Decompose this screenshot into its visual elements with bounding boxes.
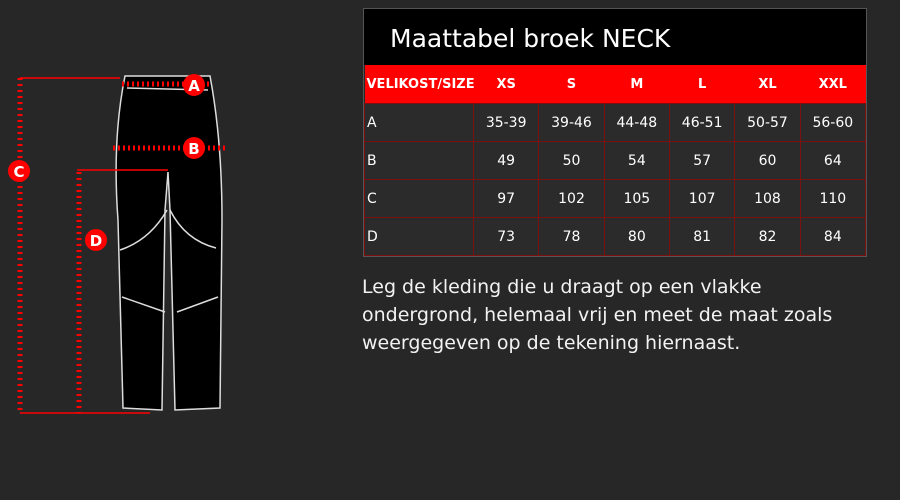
table-cell: 49 (472, 141, 540, 180)
table-cell: 46-51 (668, 103, 736, 142)
row-label: D (364, 217, 474, 256)
label-b-badge: B (183, 137, 205, 159)
header-size-label: VELIKOST/SIZE (364, 65, 475, 104)
table-cell: 35-39 (472, 103, 540, 142)
header-s: S (538, 65, 605, 104)
table-title: Maattabel broek NECK (364, 9, 866, 65)
pants-measurement-diagram: A B C D (8, 74, 225, 414)
table-cell: 39-46 (538, 103, 605, 142)
table-cell: 105 (603, 179, 670, 218)
table-cell: 80 (603, 217, 670, 256)
table-cell: 78 (538, 217, 605, 256)
label-a-badge: A (183, 74, 205, 96)
row-label: B (364, 141, 474, 180)
svg-text:C: C (13, 163, 24, 181)
row-label: A (364, 103, 474, 142)
svg-text:A: A (188, 77, 200, 95)
table-cell: 60 (734, 141, 801, 180)
size-table: Maattabel broek NECK VELIKOST/SIZE XS S … (363, 8, 867, 257)
table-cell: 57 (668, 141, 736, 180)
table-cell: 108 (734, 179, 801, 218)
header-l: L (669, 65, 735, 104)
table-row: B 49 50 54 57 60 64 (364, 141, 867, 180)
svg-text:D: D (90, 232, 102, 250)
table-cell: 54 (603, 141, 670, 180)
header-xs: XS (473, 65, 539, 104)
table-cell: 64 (799, 141, 867, 180)
header-xxl: XXL (800, 65, 866, 104)
table-cell: 44-48 (603, 103, 670, 142)
header-m: M (604, 65, 670, 104)
table-row: A 35-39 39-46 44-48 46-51 50-57 56-60 (364, 103, 867, 142)
svg-text:B: B (188, 140, 199, 158)
row-label: C (364, 179, 474, 218)
table-cell: 81 (668, 217, 736, 256)
table-cell: 50 (538, 141, 605, 180)
table-cell: 107 (668, 179, 736, 218)
table-cell: 102 (538, 179, 605, 218)
label-c-badge: C (8, 160, 30, 182)
pants-drawing (115, 75, 223, 411)
label-d-badge: D (85, 229, 107, 251)
table-header-row: VELIKOST/SIZE XS S M L XL XXL (364, 65, 866, 104)
table-cell: 73 (472, 217, 540, 256)
table-cell: 110 (799, 179, 867, 218)
header-xl: XL (734, 65, 801, 104)
table-cell: 82 (734, 217, 801, 256)
table-cell: 97 (472, 179, 540, 218)
table-cell: 84 (799, 217, 867, 256)
table-cell: 56-60 (799, 103, 867, 142)
measuring-instructions: Leg de kleding die u draagt op een vlakk… (362, 276, 833, 354)
table-row: C 97 102 105 107 108 110 (364, 179, 867, 218)
table-cell: 50-57 (734, 103, 801, 142)
table-row: D 73 78 80 81 82 84 (364, 217, 867, 256)
